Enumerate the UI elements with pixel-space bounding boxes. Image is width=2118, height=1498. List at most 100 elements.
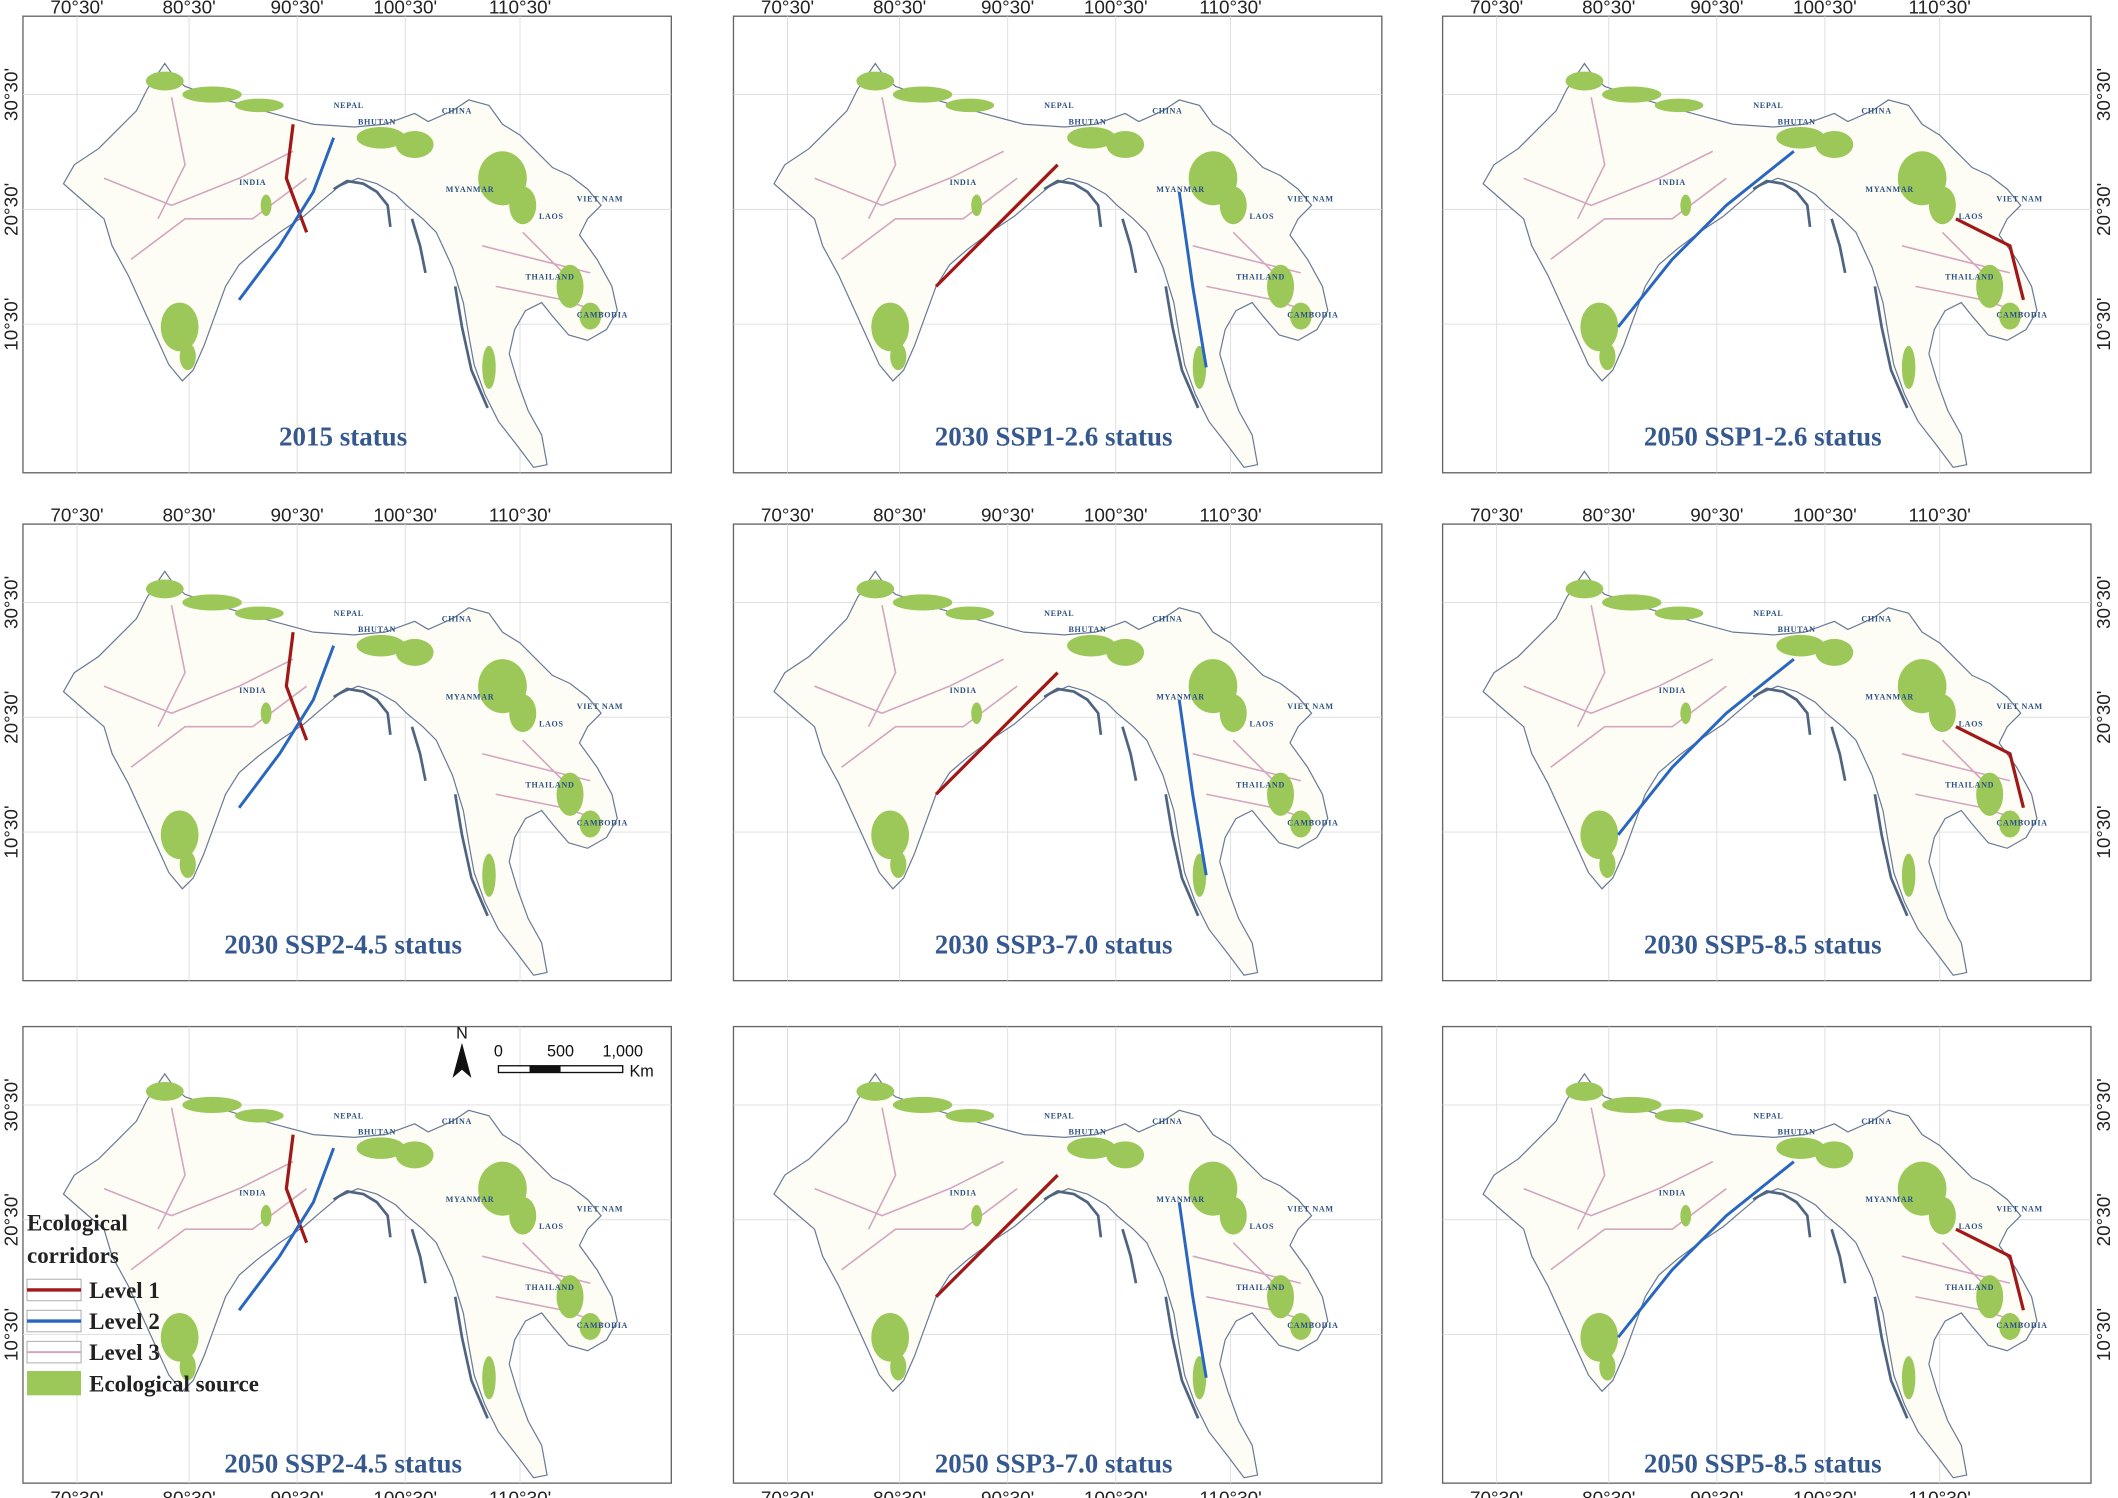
country-label: LAOS bbox=[1959, 1222, 1984, 1231]
country-label: NEPAL bbox=[1753, 609, 1783, 618]
map-panel: NEPAL BHUTAN CHINA INDIA MYANMAR VIET NAM LAOS… bbox=[732, 505, 1383, 982]
country-label: CHINA bbox=[1861, 1117, 1891, 1126]
longitude-label: 100°30' bbox=[1084, 0, 1148, 19]
longitude-label: 80°30' bbox=[162, 1489, 215, 1498]
longitude-label: 100°30' bbox=[1793, 1489, 1857, 1498]
country-label: INDIA bbox=[950, 1188, 977, 1197]
latitude-label: 10°30' bbox=[2094, 298, 2115, 351]
country-label: INDIA bbox=[239, 1188, 266, 1197]
coastline bbox=[1752, 179, 1909, 409]
ecological-source bbox=[1901, 1356, 1916, 1400]
level-3-corridor bbox=[1523, 97, 2024, 315]
longitude-label: 80°30' bbox=[1582, 505, 1635, 526]
country-label: NEPAL bbox=[334, 609, 364, 618]
ecological-source bbox=[1602, 86, 1662, 103]
ecological-source bbox=[356, 1137, 406, 1159]
north-arrow bbox=[452, 1042, 472, 1078]
ecological-source bbox=[1192, 1356, 1207, 1400]
longitude-label: 90°30' bbox=[981, 1489, 1034, 1498]
longitude-label: 90°30' bbox=[271, 505, 324, 526]
map-panel: NEPAL BHUTAN CHINA INDIA MYANMAR VIET NAM LAOS… bbox=[1441, 1025, 2115, 1498]
country-label: NEPAL bbox=[334, 101, 364, 110]
scale-label: 1,000 bbox=[602, 1042, 643, 1060]
coastline bbox=[1043, 179, 1200, 409]
longitude-label: 90°30' bbox=[1690, 505, 1743, 526]
longitude-label: 90°30' bbox=[271, 0, 324, 19]
ecological-source bbox=[1192, 345, 1207, 390]
country-label: THAILAND bbox=[1945, 273, 1994, 282]
coastline bbox=[1752, 1189, 1909, 1419]
country-label: MYANMAR bbox=[1156, 185, 1205, 194]
ecological-source bbox=[1976, 264, 2004, 308]
longitude-label: 100°30' bbox=[373, 505, 437, 526]
longitude-label: 80°30' bbox=[1582, 0, 1635, 19]
ecological-source bbox=[1976, 1275, 2004, 1319]
ecological-source bbox=[890, 1353, 907, 1381]
country-label: THAILAND bbox=[525, 1283, 574, 1292]
ecological-source bbox=[556, 1275, 584, 1319]
ecological-source bbox=[871, 302, 910, 352]
land-outline bbox=[62, 62, 618, 469]
ecological-source bbox=[871, 810, 910, 860]
country-label: BHUTAN bbox=[358, 625, 396, 634]
country-label: MYANMAR bbox=[446, 693, 495, 702]
panel-title: 2030 SSP2-4.5 status bbox=[224, 930, 462, 960]
country-label: NEPAL bbox=[334, 1111, 364, 1120]
panel-title: 2030 SSP5-8.5 status bbox=[1644, 930, 1882, 960]
coastline bbox=[332, 1189, 489, 1419]
ecological-source bbox=[235, 606, 284, 621]
ecological-source bbox=[179, 850, 196, 878]
country-label: LAOS bbox=[539, 720, 564, 729]
level-2-corridor bbox=[1177, 1201, 1208, 1379]
country-label: CHINA bbox=[1861, 614, 1891, 623]
country-label: VIET NAM bbox=[1996, 1205, 2042, 1214]
latitude-label: 10°30' bbox=[2094, 1308, 2115, 1361]
level-3-corridor bbox=[103, 1107, 605, 1325]
land-outline bbox=[1482, 1072, 2038, 1479]
ecological-source bbox=[1267, 264, 1295, 308]
country-label: CAMBODIA bbox=[1287, 818, 1338, 827]
ecological-source bbox=[1976, 772, 2004, 816]
ecological-source bbox=[179, 1353, 196, 1381]
ecological-source bbox=[1901, 345, 1916, 390]
ecological-source bbox=[892, 594, 953, 611]
country-label: CHINA bbox=[442, 106, 472, 115]
ecological-source bbox=[1067, 126, 1116, 149]
ecological-source bbox=[579, 1312, 602, 1340]
latitude-label: 10°30' bbox=[2, 805, 23, 858]
country-label: NEPAL bbox=[1044, 101, 1074, 110]
level-3-corridor bbox=[814, 1107, 1315, 1325]
ecological-source bbox=[1602, 594, 1662, 611]
country-label: BHUTAN bbox=[1068, 117, 1106, 126]
ecological-source bbox=[1928, 694, 1956, 733]
country-label: LAOS bbox=[1959, 720, 1984, 729]
coastline bbox=[332, 687, 489, 917]
longitude-label: 70°30' bbox=[761, 505, 814, 526]
country-label: MYANMAR bbox=[1156, 1195, 1205, 1204]
land-outline bbox=[773, 62, 1329, 469]
ecological-source bbox=[856, 71, 895, 91]
ecological-source bbox=[145, 579, 184, 599]
country-label: NEPAL bbox=[1753, 101, 1783, 110]
longitude-label: 90°30' bbox=[1690, 0, 1743, 19]
latitude-label: 30°30' bbox=[2, 1078, 23, 1131]
ecological-source bbox=[1599, 1353, 1616, 1381]
longitude-label: 110°30' bbox=[1199, 1489, 1261, 1498]
country-label: BHUTAN bbox=[1068, 1128, 1106, 1137]
panel-title: 2050 SSP3-7.0 status bbox=[935, 1448, 1173, 1478]
level-2-corridor bbox=[237, 1147, 336, 1312]
longitude-label: 110°30' bbox=[489, 505, 551, 526]
latitude-label: 30°30' bbox=[2094, 1078, 2115, 1131]
ecological-source bbox=[395, 638, 434, 666]
longitude-label: 70°30' bbox=[761, 0, 814, 19]
country-label: BHUTAN bbox=[1778, 1128, 1816, 1137]
longitude-label: 70°30' bbox=[50, 1489, 103, 1498]
map-panel: NEPAL BHUTAN CHINA INDIA MYANMAR VIET NAM LAOS… bbox=[732, 0, 1383, 474]
level-3-corridor bbox=[814, 604, 1315, 823]
ecological-source bbox=[1565, 1081, 1604, 1101]
country-label: CAMBODIA bbox=[1287, 310, 1338, 319]
level-2-corridor bbox=[1617, 150, 1795, 328]
panel-title: 2050 SSP5-8.5 status bbox=[1644, 1448, 1882, 1478]
level-2-corridor bbox=[1177, 699, 1208, 876]
country-label: THAILAND bbox=[1945, 780, 1994, 789]
